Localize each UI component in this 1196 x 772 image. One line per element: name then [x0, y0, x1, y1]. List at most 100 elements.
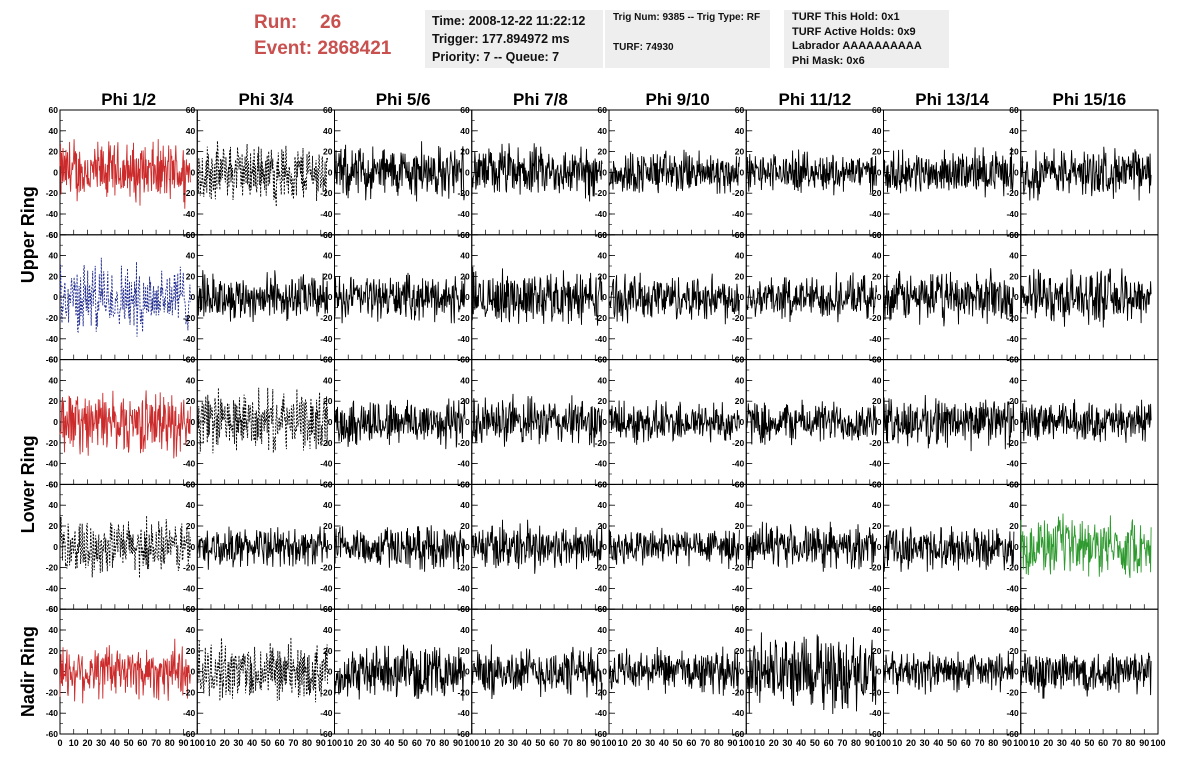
x-tick-label: 100 [1150, 738, 1165, 748]
waveform-trace [196, 637, 329, 703]
y-tick-label: -60 [1006, 729, 1019, 739]
y-tick-label: -60 [46, 604, 59, 614]
x-tick-label: 50 [1084, 738, 1094, 748]
y-tick-label: 40 [323, 500, 333, 510]
y-tick-label: -20 [595, 563, 608, 573]
y-tick-label: 40 [872, 625, 882, 635]
y-tick-label: 20 [49, 147, 59, 157]
y-tick-label: 0 [465, 667, 470, 677]
x-tick-label: 100 [739, 738, 754, 748]
x-tick-label: 30 [233, 738, 243, 748]
y-tick-label: 0 [877, 167, 882, 177]
y-tick-label: 0 [328, 667, 333, 677]
y-tick-label: 60 [460, 230, 470, 240]
column-title: Phi 5/6 [376, 90, 431, 109]
y-tick-label: -20 [457, 313, 470, 323]
x-tick-label: 10 [755, 738, 765, 748]
y-tick-label: 40 [186, 375, 196, 385]
y-tick-label: -20 [595, 687, 608, 697]
y-tick-label: 60 [735, 230, 745, 240]
labrador-text: Labrador AAAAAAAAAA [792, 40, 922, 52]
column-title: Phi 3/4 [238, 90, 293, 109]
waveform-trace [334, 398, 466, 450]
y-tick-label: -20 [457, 438, 470, 448]
ring-label: Upper Ring [18, 186, 38, 283]
y-tick-label: 20 [735, 521, 745, 531]
y-tick-label: 40 [186, 251, 196, 261]
y-tick-label: 60 [186, 604, 196, 614]
y-tick-label: 0 [191, 667, 196, 677]
waveform-trace [883, 650, 1015, 695]
y-tick-label: 60 [460, 355, 470, 365]
y-tick-label: 60 [872, 105, 882, 115]
y-tick-label: 20 [186, 271, 196, 281]
x-tick-label: 70 [151, 738, 161, 748]
y-tick-label: 20 [735, 396, 745, 406]
y-tick-label: 40 [872, 126, 882, 136]
x-tick-label: 100 [190, 738, 205, 748]
y-tick-label: 20 [598, 646, 608, 656]
x-tick-label: 30 [645, 738, 655, 748]
y-tick-label: 20 [186, 396, 196, 406]
waveform-trace [59, 390, 191, 459]
waveform-trace [471, 519, 603, 574]
y-tick-label: 0 [740, 542, 745, 552]
y-tick-label: 40 [872, 500, 882, 510]
turf-active-holds: TURF Active Holds: 0x9 [792, 25, 916, 38]
y-tick-label: -40 [457, 459, 470, 469]
y-tick-label: -20 [46, 563, 59, 573]
y-tick-label: 0 [602, 417, 607, 427]
ring-label: Lower Ring [18, 435, 38, 533]
y-tick-label: -40 [595, 209, 608, 219]
y-tick-label: 40 [872, 251, 882, 261]
y-tick-label: -40 [457, 209, 470, 219]
y-tick-label: 0 [602, 542, 607, 552]
waveform-trace [471, 143, 603, 202]
y-tick-label: 60 [186, 105, 196, 115]
y-tick-label: 0 [328, 417, 333, 427]
waveform-trace [1020, 268, 1152, 328]
x-tick-label: 80 [1126, 738, 1136, 748]
x-tick-label: 70 [837, 738, 847, 748]
y-tick-label: 20 [49, 271, 59, 281]
y-tick-label: -20 [457, 687, 470, 697]
y-tick-label: 0 [53, 542, 58, 552]
y-tick-label: -20 [183, 313, 196, 323]
y-tick-label: -20 [320, 313, 333, 323]
y-tick-label: 60 [735, 479, 745, 489]
y-tick-label: 60 [735, 604, 745, 614]
y-tick-label: -40 [183, 334, 196, 344]
waveform-trace [745, 521, 878, 572]
x-tick-label: 10 [69, 738, 79, 748]
run-info: Run: 26 Event: 2868421 [254, 10, 391, 62]
y-tick-label: -60 [183, 729, 196, 739]
column-title: Phi 1/2 [101, 90, 156, 109]
y-tick-label: -40 [46, 583, 59, 593]
x-tick-label: 70 [700, 738, 710, 748]
y-tick-label: 0 [1014, 542, 1019, 552]
x-tick-label: 40 [796, 738, 806, 748]
y-tick-label: -20 [732, 563, 745, 573]
waveform-trace [745, 272, 878, 323]
y-tick-label: -40 [320, 209, 333, 219]
x-tick-label: 30 [920, 738, 930, 748]
waveform-trace [59, 139, 191, 209]
y-tick-label: -40 [320, 708, 333, 718]
y-tick-label: -40 [1006, 209, 1019, 219]
y-tick-label: 0 [877, 667, 882, 677]
trigger-info-box: Trig Num: 9385 -- Trig Type: RF TURF: 74… [605, 10, 770, 68]
y-tick-label: 20 [735, 147, 745, 157]
x-tick-label: 20 [769, 738, 779, 748]
y-tick-label: 60 [872, 355, 882, 365]
y-tick-label: 0 [740, 417, 745, 427]
y-tick-label: 40 [735, 375, 745, 385]
y-tick-label: -60 [457, 729, 470, 739]
y-tick-label: 0 [602, 667, 607, 677]
y-tick-label: -40 [320, 459, 333, 469]
y-tick-label: -20 [1006, 687, 1019, 697]
y-tick-label: 20 [186, 147, 196, 157]
y-tick-label: 60 [49, 479, 59, 489]
y-tick-label: 60 [186, 230, 196, 240]
waveform-trace [883, 147, 1015, 198]
y-tick-label: 0 [740, 292, 745, 302]
